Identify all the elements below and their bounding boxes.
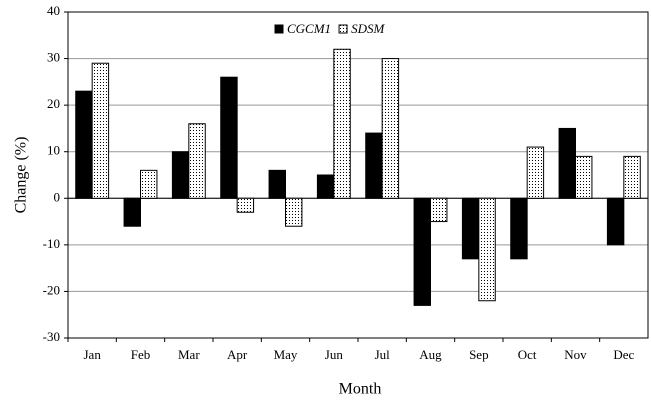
x-tick-label: Jun <box>325 347 344 362</box>
x-tick-label: Jan <box>83 347 101 362</box>
legend-label: CGCM1 <box>287 21 331 36</box>
legend-swatch <box>338 24 348 34</box>
bar <box>91 62 110 199</box>
y-tick-label: 10 <box>47 143 60 158</box>
bar <box>140 169 158 199</box>
bar <box>510 197 528 260</box>
x-tick-label: Apr <box>227 347 248 362</box>
bar <box>478 197 496 302</box>
x-tick-label: Mar <box>178 347 200 362</box>
bar <box>606 197 625 246</box>
y-tick-label: 40 <box>47 3 60 18</box>
x-tick-label: Dec <box>613 347 634 362</box>
y-tick-label: -10 <box>43 236 60 251</box>
legend-swatch <box>274 24 284 34</box>
x-tick-label: Sep <box>469 347 489 362</box>
bar <box>558 127 576 199</box>
bar <box>575 155 593 199</box>
bar <box>75 90 93 199</box>
bar <box>268 169 287 199</box>
bar <box>365 132 383 199</box>
bar <box>381 58 400 199</box>
y-tick-label: -30 <box>43 329 60 344</box>
x-tick-label: Aug <box>419 347 442 362</box>
y-axis-label: Change (%) <box>13 137 30 214</box>
bar <box>220 76 238 199</box>
x-tick-label: Nov <box>564 347 587 362</box>
bar <box>123 197 141 227</box>
x-tick-label: May <box>274 347 298 362</box>
y-tick-label: -20 <box>43 282 60 297</box>
bar <box>430 197 448 223</box>
bar <box>188 123 206 199</box>
bar <box>333 48 351 199</box>
legend-label: SDSM <box>351 21 385 36</box>
bar <box>236 197 255 213</box>
y-tick-label: 20 <box>47 96 60 111</box>
x-tick-label: Oct <box>518 347 537 362</box>
y-tick-label: 30 <box>47 50 60 65</box>
y-tick-label: 0 <box>54 189 61 204</box>
bar <box>285 197 303 227</box>
x-tick-label: Feb <box>131 347 151 362</box>
bar <box>316 174 335 199</box>
bar <box>171 151 190 199</box>
x-axis-label: Month <box>339 381 382 398</box>
bar <box>461 197 480 260</box>
bar <box>526 146 545 199</box>
bar <box>413 197 432 306</box>
x-tick-label: Jul <box>375 347 391 362</box>
bar <box>623 155 641 199</box>
